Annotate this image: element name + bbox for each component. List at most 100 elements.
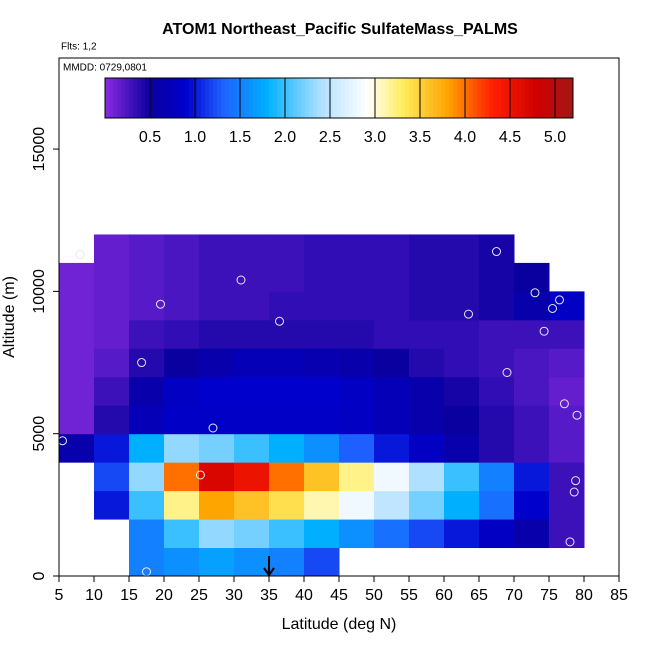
- colorbar-frame: [104, 77, 574, 119]
- heatmap-cell: [444, 519, 480, 549]
- colorbar-swatch: [213, 78, 218, 118]
- heatmap-cell: [409, 291, 445, 321]
- heatmap-cell: [304, 462, 340, 492]
- heatmap-cell: [374, 490, 410, 520]
- colorbar-swatch: [257, 78, 262, 118]
- heatmap-cell: [409, 405, 445, 435]
- colorbar-swatch: [165, 78, 170, 118]
- colorbar-swatch: [337, 78, 342, 118]
- heatmap-cell: [164, 319, 200, 349]
- heatmap-cell: [374, 462, 410, 492]
- colorbar-swatch: [313, 78, 318, 118]
- heatmap-cell: [269, 376, 305, 406]
- colorbar-swatch: [433, 78, 438, 118]
- heatmap-cell: [129, 547, 165, 577]
- heatmap-cell: [59, 262, 95, 292]
- x-tick-label: 45: [330, 587, 348, 604]
- colorbar-swatch: [137, 78, 142, 118]
- colorbar-swatch: [389, 78, 394, 118]
- x-tick-label: 75: [540, 587, 558, 604]
- y-tick-label: 5000: [31, 416, 48, 452]
- heatmap-cell: [234, 405, 270, 435]
- colorbar-swatch: [253, 78, 258, 118]
- heatmap-cell: [514, 291, 550, 321]
- colorbar-swatch: [437, 78, 442, 118]
- colorbar-swatch: [145, 78, 150, 118]
- colorbar-swatch: [473, 78, 478, 118]
- heatmap-cell: [339, 462, 375, 492]
- sample-point: [236, 275, 246, 285]
- colorbar-swatch: [409, 78, 414, 118]
- sample-point: [572, 410, 582, 420]
- colorbar-swatch: [353, 78, 358, 118]
- heatmap-cell: [164, 462, 200, 492]
- heatmap-cell: [479, 348, 515, 378]
- sample-point: [559, 399, 569, 409]
- heatmap-cell: [514, 490, 550, 520]
- colorbar-swatch: [109, 78, 114, 118]
- colorbar-swatch: [289, 78, 294, 118]
- heatmap-cell: [59, 433, 95, 463]
- heatmap-cell: [409, 262, 445, 292]
- heatmap-cell: [94, 462, 130, 492]
- heatmap-cell: [374, 291, 410, 321]
- y-tick-label: 15000: [31, 127, 48, 172]
- heatmap-cell: [234, 490, 270, 520]
- heatmap-cell: [199, 291, 235, 321]
- heatmap-cell: [444, 348, 480, 378]
- heatmap-cell: [549, 319, 585, 349]
- heatmap-cell: [374, 319, 410, 349]
- colorbar-swatch: [141, 78, 146, 118]
- colorbar-swatch: [445, 78, 450, 118]
- colorbar-tick-label: 0.5: [139, 129, 161, 146]
- heatmap-cell: [444, 376, 480, 406]
- colorbar-swatch: [401, 78, 406, 118]
- heatmap-cell: [164, 433, 200, 463]
- colorbar-swatch: [465, 78, 470, 118]
- x-tick-label: 15: [120, 587, 138, 604]
- sample-point: [530, 288, 540, 298]
- heatmap-cell: [374, 376, 410, 406]
- heatmap-cell: [234, 291, 270, 321]
- colorbar-swatch: [169, 78, 174, 118]
- colorbar-swatch: [365, 78, 370, 118]
- colorbar-swatch: [233, 78, 238, 118]
- heatmap-cell: [129, 376, 165, 406]
- heatmap-cell: [199, 490, 235, 520]
- colorbar-swatch: [489, 78, 494, 118]
- x-tick-label: 85: [610, 587, 628, 604]
- colorbar-swatch: [429, 78, 434, 118]
- heatmap-cell: [269, 519, 305, 549]
- heatmap-cell: [409, 490, 445, 520]
- sample-point: [539, 326, 549, 336]
- x-tick-label: 30: [225, 587, 243, 604]
- heatmap-cell: [409, 348, 445, 378]
- colorbar-swatch: [261, 78, 266, 118]
- heatmap-cell: [199, 319, 235, 349]
- colorbar-swatch: [173, 78, 178, 118]
- heatmap-cell: [304, 348, 340, 378]
- heatmap-cell: [59, 376, 95, 406]
- colorbar-tick-label: 4.0: [454, 129, 476, 146]
- heatmap-cell: [479, 262, 515, 292]
- heatmap-cell: [234, 319, 270, 349]
- heatmap-cell: [444, 319, 480, 349]
- heatmap-cell: [409, 234, 445, 264]
- x-axis-label: Latitude (deg N): [282, 616, 397, 633]
- heatmap-cell: [269, 405, 305, 435]
- colorbar-swatch: [425, 78, 430, 118]
- heatmap-cell: [199, 348, 235, 378]
- heatmap-cell: [444, 405, 480, 435]
- colorbar-swatch: [293, 78, 298, 118]
- colorbar-swatch: [249, 78, 254, 118]
- sample-point: [275, 316, 284, 326]
- heatmap-cell: [374, 234, 410, 264]
- colorbar-swatch: [297, 78, 302, 118]
- heatmap-cell: [479, 376, 515, 406]
- heatmap-cell: [514, 319, 550, 349]
- colorbar-swatch: [117, 78, 122, 118]
- colorbar-swatch: [309, 78, 314, 118]
- colorbar-swatch: [349, 78, 354, 118]
- heatmap-cell: [199, 547, 235, 577]
